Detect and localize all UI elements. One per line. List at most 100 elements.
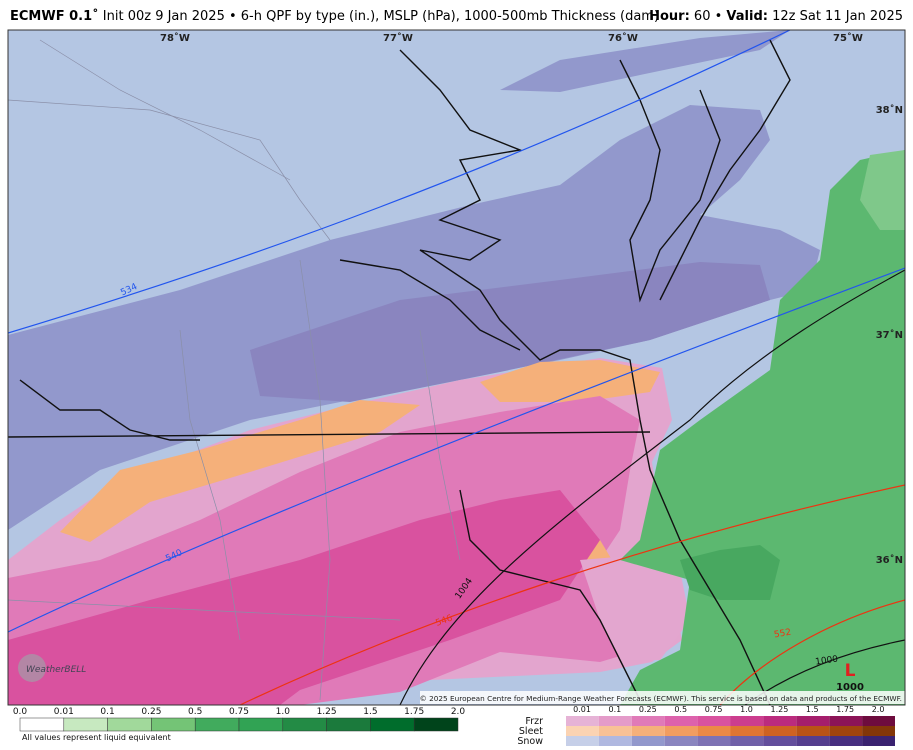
rain-swatch [238, 717, 284, 732]
rain-scale-label: 0.01 [54, 707, 74, 717]
longitude-label: 77˚W [383, 32, 413, 44]
rain-swatch [63, 717, 108, 732]
type-scale-label: 0.5 [674, 705, 687, 714]
type-swatch [631, 726, 665, 736]
rain-swatch [107, 717, 152, 732]
rain-swatch [413, 717, 459, 732]
type-swatch [566, 726, 599, 736]
latitude-label: 36˚N [876, 554, 903, 566]
copyright-bg [420, 691, 905, 704]
valid: 12z Sat 11 Jan 2025 [772, 9, 903, 24]
longitude-label: 76˚W [608, 32, 638, 44]
precip-fields [8, 30, 905, 705]
rain-swatch [19, 717, 65, 732]
type-scale-label: 1.0 [740, 705, 753, 714]
copyright: © 2025 European Centre for Medium-Range … [420, 694, 902, 703]
rain-swatch [194, 717, 240, 732]
valid-label: Valid: [726, 9, 768, 24]
type-scale-label: 1.5 [806, 705, 819, 714]
type-swatch [763, 716, 797, 726]
low-symbol: L [845, 661, 856, 681]
rain-scale-label: 0.0 [13, 707, 28, 717]
model: ECMWF 0.1˚ [10, 9, 99, 24]
rain-scale-label: 0.5 [188, 707, 202, 717]
type-swatch [631, 736, 665, 746]
type-swatch [697, 716, 731, 726]
legend-note: All values represent liquid equivalent [22, 733, 171, 742]
longitude-label: 78˚W [160, 32, 190, 44]
type-swatch [796, 716, 830, 726]
type-swatch [631, 716, 665, 726]
precip-type-label: Snow [517, 736, 543, 747]
valid-time: Hour: 60 • Valid: 12z Sat 11 Jan 2025 [649, 9, 903, 24]
rain-swatch [326, 717, 371, 732]
type-swatch [566, 716, 599, 726]
rain-scale-label: 0.25 [141, 707, 161, 717]
rain-scale-label: 2.0 [451, 707, 466, 717]
type-swatch [730, 726, 764, 736]
type-swatch [664, 716, 698, 726]
map-frame [7, 29, 906, 706]
type-swatch [796, 736, 830, 746]
hour-label: Hour: [649, 9, 690, 24]
type-swatch [829, 736, 863, 746]
frzr-heavy [8, 490, 600, 705]
type-swatch [763, 726, 797, 736]
thickness-label: 552 [773, 628, 792, 641]
contours [8, 30, 905, 705]
sleet [60, 400, 420, 542]
rain-scale-label: 0.75 [229, 707, 249, 717]
type-swatch [829, 716, 863, 726]
header: ECMWF 0.1˚ Init 00z 9 Jan 2025 • 6-h QPF… [0, 0, 913, 30]
rain-trace [860, 150, 905, 230]
type-scale-label: 0.75 [705, 705, 723, 714]
type-scale-label: 0.1 [609, 705, 622, 714]
isobar-label: 1000 [815, 654, 839, 667]
rain-scale-label: 0.1 [100, 707, 114, 717]
type-swatch [763, 736, 797, 746]
type-swatch [664, 736, 698, 746]
type-swatch [730, 716, 764, 726]
rain-scale-label: 1.25 [317, 707, 337, 717]
rain-scale-label: 1.75 [404, 707, 424, 717]
rain-moderate [680, 545, 780, 600]
type-scale-label: 0.25 [639, 705, 657, 714]
title: ECMWF 0.1˚ Init 00z 9 Jan 2025 • 6-h QPF… [10, 9, 659, 24]
rain-swatch [370, 717, 415, 732]
logo: WeatherBELL [26, 665, 86, 675]
precip-type-label: Frzr [525, 716, 543, 727]
rain-swatch [282, 717, 327, 732]
sleet [480, 360, 660, 402]
type-swatch [598, 716, 632, 726]
type-swatch [598, 726, 632, 736]
longitude-label: 75˚W [833, 32, 863, 44]
hour: 60 [693, 9, 711, 24]
county-lines [8, 39, 461, 701]
separator: • [714, 9, 723, 24]
type-swatch [664, 726, 698, 736]
type-scale-label: 0.01 [573, 705, 591, 714]
description: Init 00z 9 Jan 2025 • 6-h QPF by type (i… [102, 9, 660, 24]
type-swatch [862, 736, 895, 746]
logo-icon [18, 654, 46, 682]
type-swatch [598, 736, 632, 746]
type-swatch [697, 726, 731, 736]
type-scale-label: 1.75 [836, 705, 854, 714]
rain-scale-label: 1.5 [363, 707, 377, 717]
type-swatch [697, 736, 731, 746]
type-swatch [566, 736, 599, 746]
rain-swatch [151, 717, 196, 732]
low-pressure: 1000 [836, 682, 864, 693]
type-swatch [829, 726, 863, 736]
type-swatch [730, 736, 764, 746]
type-swatch [862, 716, 895, 726]
coastline [8, 39, 791, 705]
type-scale-label: 1.25 [770, 705, 788, 714]
type-swatch [862, 726, 895, 736]
precip-type-label: Sleet [519, 726, 543, 737]
rain-scale-label: 1.0 [276, 707, 291, 717]
latitude-label: 38˚N [876, 104, 903, 116]
snow-light [500, 30, 790, 92]
